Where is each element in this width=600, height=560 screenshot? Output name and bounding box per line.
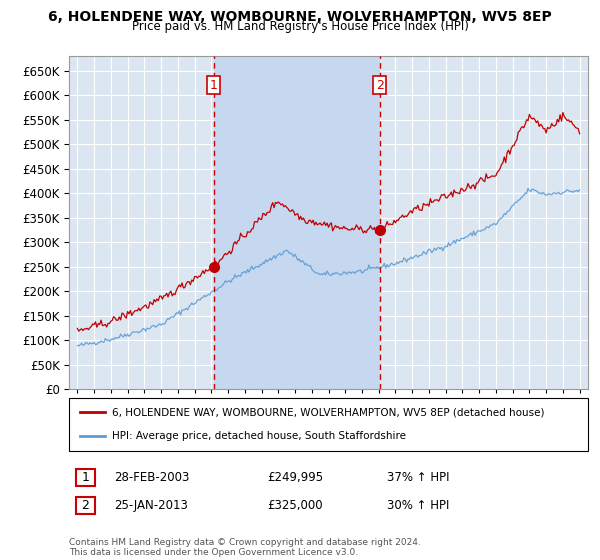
Text: £325,000: £325,000 — [267, 498, 323, 512]
Text: 6, HOLENDENE WAY, WOMBOURNE, WOLVERHAMPTON, WV5 8EP: 6, HOLENDENE WAY, WOMBOURNE, WOLVERHAMPT… — [48, 10, 552, 24]
Text: 1: 1 — [81, 470, 89, 484]
Text: 1: 1 — [210, 79, 218, 92]
Text: 25-JAN-2013: 25-JAN-2013 — [114, 498, 188, 512]
Text: HPI: Average price, detached house, South Staffordshire: HPI: Average price, detached house, Sout… — [112, 431, 406, 441]
Text: Contains HM Land Registry data © Crown copyright and database right 2024.
This d: Contains HM Land Registry data © Crown c… — [69, 538, 421, 557]
Text: 6, HOLENDENE WAY, WOMBOURNE, WOLVERHAMPTON, WV5 8EP (detached house): 6, HOLENDENE WAY, WOMBOURNE, WOLVERHAMPT… — [112, 408, 545, 418]
Text: 28-FEB-2003: 28-FEB-2003 — [114, 470, 190, 484]
Text: 2: 2 — [81, 498, 89, 512]
Text: £249,995: £249,995 — [267, 470, 323, 484]
Text: 30% ↑ HPI: 30% ↑ HPI — [387, 498, 449, 512]
Bar — [214, 56, 380, 389]
Text: 37% ↑ HPI: 37% ↑ HPI — [387, 470, 449, 484]
Text: Price paid vs. HM Land Registry's House Price Index (HPI): Price paid vs. HM Land Registry's House … — [131, 20, 469, 33]
Text: 2: 2 — [376, 79, 384, 92]
